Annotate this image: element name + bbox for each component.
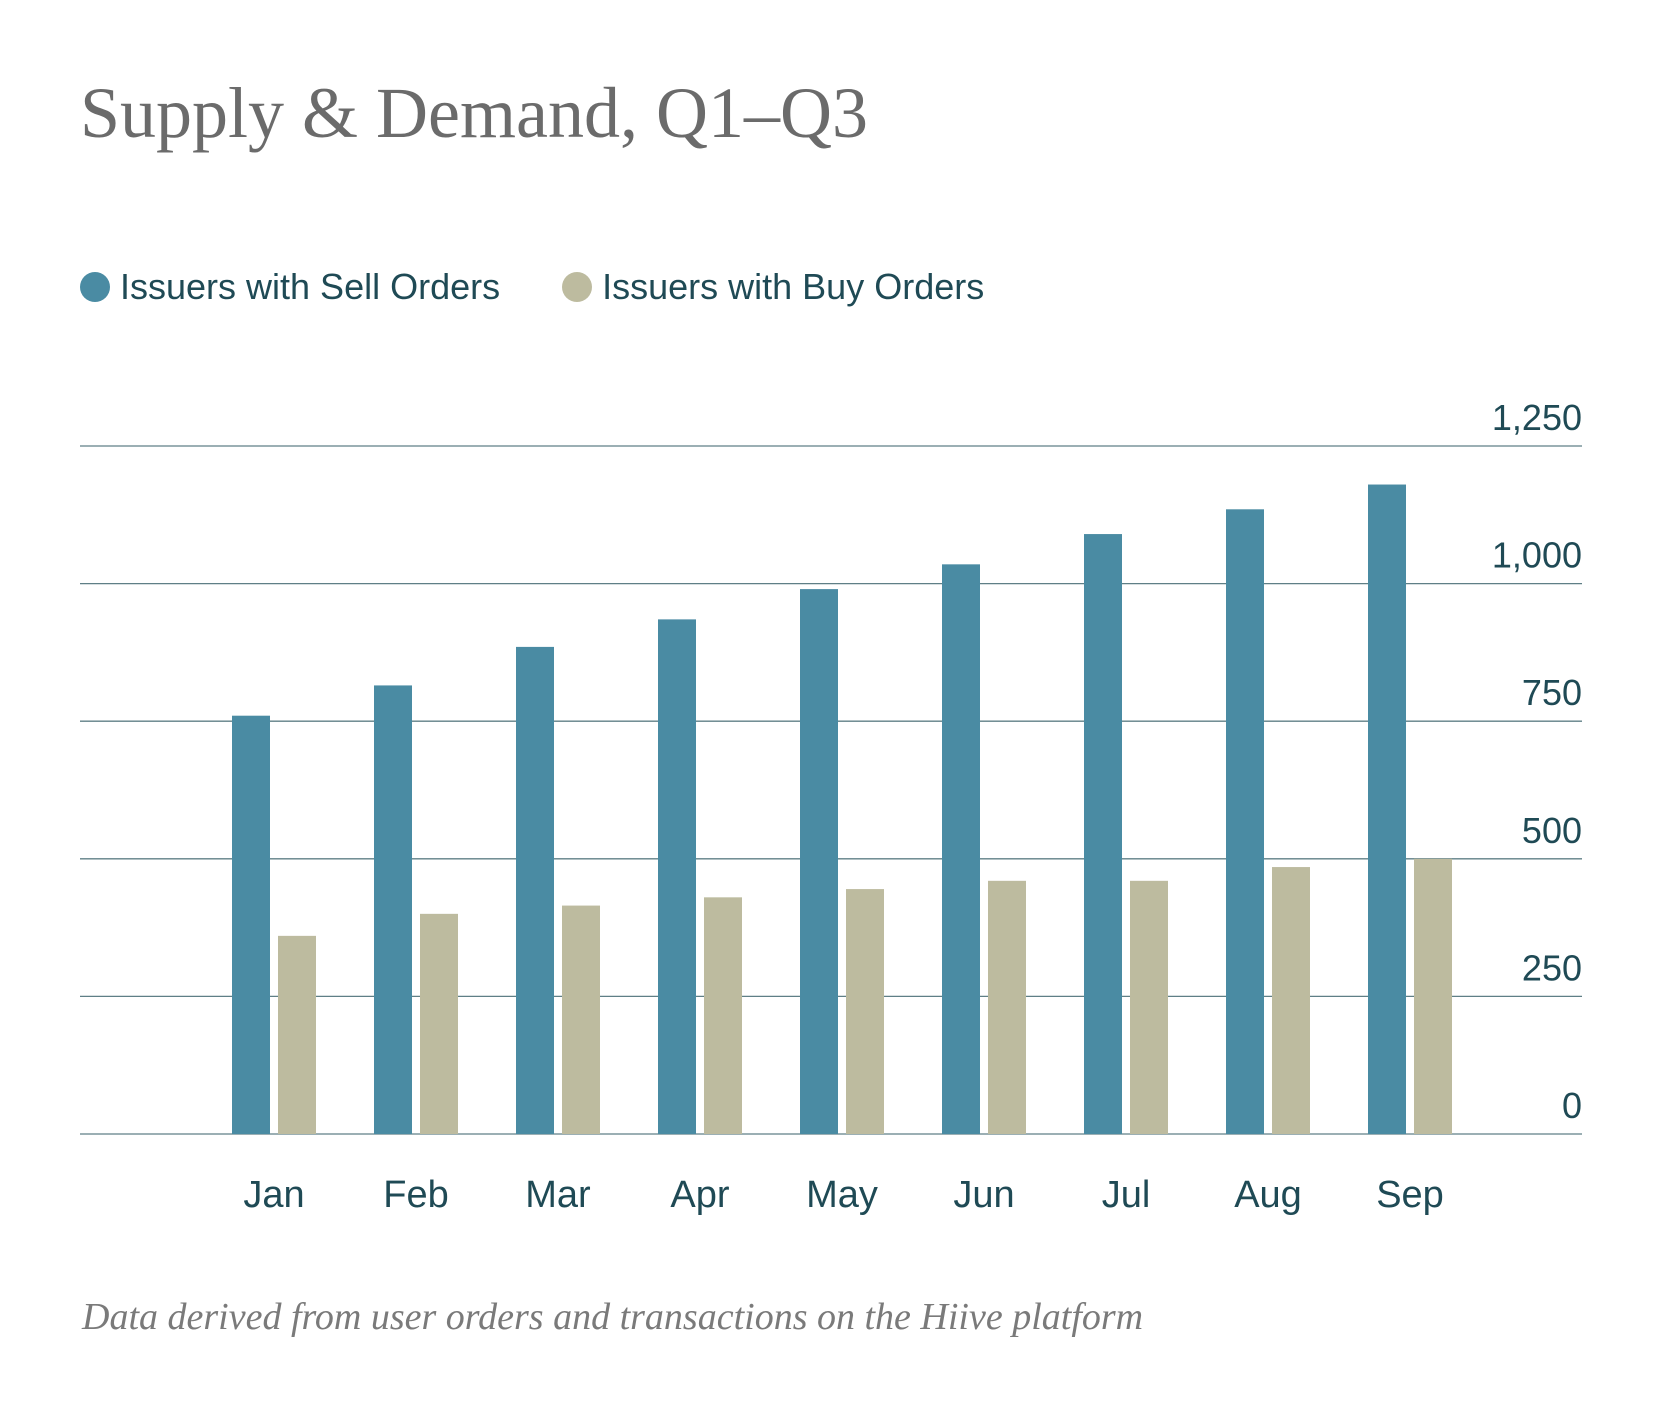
legend-swatch-sell xyxy=(80,272,110,302)
y-tick-label: 1,250 xyxy=(1492,397,1582,438)
bar-sell-mar xyxy=(516,646,554,1134)
legend-swatch-buy xyxy=(562,272,593,302)
bar-buy-mar xyxy=(562,905,600,1134)
bar-sell-jan xyxy=(232,715,270,1134)
bar-buy-aug xyxy=(1272,867,1310,1134)
bar-sell-jul xyxy=(1084,534,1122,1134)
bar-sell-may xyxy=(800,589,838,1134)
x-tick-label-sep: Sep xyxy=(1376,1174,1444,1216)
x-tick-label-may: May xyxy=(806,1174,878,1216)
bar-sell-apr xyxy=(658,619,696,1134)
bar-sell-jun xyxy=(942,564,980,1134)
legend: Issuers with Sell Orders Issuers with Bu… xyxy=(80,266,1046,308)
legend-label-buy: Issuers with Buy Orders xyxy=(602,266,985,307)
legend-item-sell: Issuers with Sell Orders xyxy=(80,266,500,308)
bar-sell-sep xyxy=(1368,484,1406,1134)
x-tick-label-feb: Feb xyxy=(383,1174,448,1216)
legend-item-buy: Issuers with Buy Orders xyxy=(562,266,984,308)
bar-buy-sep xyxy=(1414,858,1452,1134)
y-tick-label: 250 xyxy=(1522,947,1582,988)
legend-label-sell: Issuers with Sell Orders xyxy=(120,266,501,307)
x-tick-label-jul: Jul xyxy=(1102,1174,1151,1216)
x-tick-label-mar: Mar xyxy=(525,1174,591,1216)
bar-buy-jan xyxy=(278,935,316,1134)
x-tick-label-jun: Jun xyxy=(953,1174,1014,1216)
y-tick-label: 500 xyxy=(1522,810,1582,851)
x-tick-label-apr: Apr xyxy=(670,1174,729,1216)
y-tick-label: 750 xyxy=(1522,672,1582,713)
bar-buy-may xyxy=(846,889,884,1134)
bar-sell-feb xyxy=(374,685,412,1134)
bar-buy-apr xyxy=(704,897,742,1134)
x-tick-label-jan: Jan xyxy=(243,1174,304,1216)
y-tick-label: 0 xyxy=(1562,1085,1582,1126)
chart-title: Supply & Demand, Q1–Q3 xyxy=(80,73,868,153)
bar-buy-jul xyxy=(1130,880,1168,1134)
footnote: Data derived from user orders and transa… xyxy=(82,1296,1144,1338)
bar-sell-aug xyxy=(1226,509,1264,1134)
bar-buy-feb xyxy=(420,913,458,1134)
y-tick-label: 1,000 xyxy=(1492,535,1582,576)
x-tick-label-aug: Aug xyxy=(1234,1174,1302,1216)
bar-buy-jun xyxy=(988,880,1026,1134)
